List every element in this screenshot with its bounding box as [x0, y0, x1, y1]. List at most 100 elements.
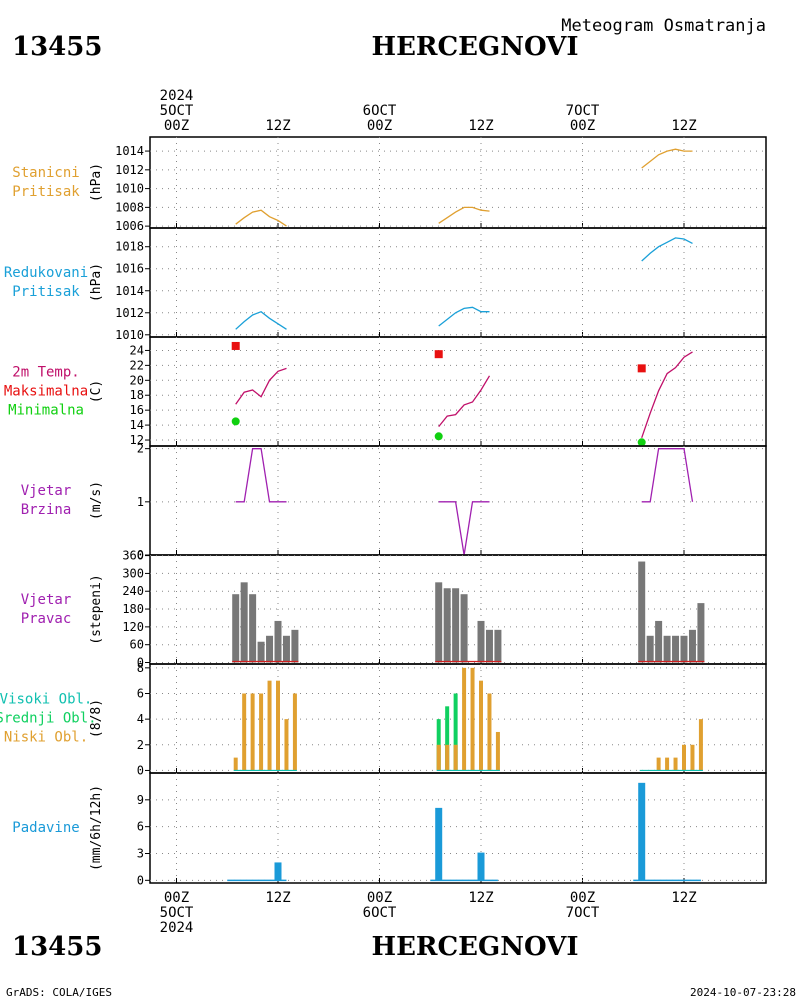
cloud-low-bar — [292, 693, 297, 771]
wind-dir-bar — [452, 588, 460, 663]
panel-label: Padavine — [12, 820, 79, 836]
cloud-low-bar — [698, 719, 703, 771]
y-tick-label: 360 — [122, 549, 144, 563]
y-tick-label: 1010 — [115, 182, 144, 196]
cloud-low-bar — [436, 744, 441, 771]
cloud-low-bar — [233, 757, 238, 771]
y-axis-label: (hPa) — [89, 163, 104, 202]
y-tick-label: 1012 — [115, 306, 144, 320]
panel-label: Visoki Obl. — [0, 692, 92, 708]
series-line — [235, 310, 287, 330]
cloud-low-bar — [242, 693, 247, 771]
y-tick-label: 0 — [137, 548, 144, 562]
y-tick-label: 9 — [137, 793, 144, 807]
cloud-low-bar — [495, 731, 500, 771]
wind-dir-bar — [232, 594, 240, 663]
wind-dir-bar — [460, 594, 468, 663]
cloud-low-bar — [453, 744, 458, 771]
y-tick-label: 8 — [137, 661, 144, 675]
panel-reduced_pressure: 1010 1012 1014 1016 1018 (hPa)Redukovani Priti… — [4, 227, 767, 342]
panel-clouds: 0 2 4 6 8 (8/8)Visoki Obl. Srednji Obl. Niski O… — [0, 661, 767, 777]
panels: 1006 1008 1010 1012 1014 (hPa) Stanicni Pritisa… — [0, 136, 767, 887]
wind-dir-bar — [249, 594, 257, 663]
series-line — [438, 375, 491, 428]
station-name-bottom: HERCEGNOVI — [372, 932, 579, 962]
series-line — [438, 306, 490, 327]
panel-label: 2m Temp. — [12, 365, 79, 381]
panel-label: Minimalna — [8, 403, 84, 419]
y-tick-label: 6 — [137, 686, 144, 700]
panel-label: Stanicni — [12, 165, 79, 181]
cloud-low-bar — [445, 744, 450, 771]
series-line — [641, 148, 693, 169]
top-time-label: 00Z — [367, 118, 392, 134]
y-tick-label: 1012 — [115, 163, 144, 177]
top-time-label: 7OCT — [566, 103, 600, 119]
bottom-time-label: 00Z — [570, 890, 595, 906]
panel-label: Redukovani — [4, 265, 88, 281]
y-tick-label: 12 — [130, 433, 144, 447]
panel-label: Vjetar — [21, 592, 72, 608]
wind-dir-bar — [435, 582, 443, 663]
y-tick-label: 240 — [122, 584, 144, 598]
y-tick-label: 1006 — [115, 219, 144, 233]
y-tick-label: 22 — [130, 358, 144, 372]
panel-wind_speed: 0 1 2 (m/s) Vjetar Brzina — [21, 442, 767, 562]
bottom-time-label: 12Z — [671, 890, 696, 906]
top-time-label: 5OCT — [160, 103, 194, 119]
series-line — [235, 448, 287, 503]
footer-right: 2024-10-07-23:28 — [690, 986, 796, 999]
y-tick-label: 1008 — [115, 200, 144, 214]
panel-station_pressure: 1006 1008 1010 1012 1014 (hPa) Stanicni Pritisa… — [12, 136, 767, 233]
y-axis-label: (m/s) — [89, 481, 104, 520]
station-id-bottom: 13455 — [12, 932, 102, 962]
panel-frame — [149, 772, 767, 884]
bottom-time-label: 2024 — [160, 920, 194, 936]
wind-dir-bar — [291, 629, 299, 663]
cloud-low-bar — [673, 757, 678, 771]
y-tick-label: 14 — [130, 418, 144, 432]
y-tick-label: 1014 — [115, 144, 144, 158]
wind-dir-bar — [443, 588, 451, 663]
cloud-low-bar — [284, 719, 289, 771]
panel-label: Pritisak — [12, 184, 80, 200]
top-time-label: 2024 — [160, 88, 194, 104]
cloud-low-bar — [259, 693, 264, 771]
wind-dir-bar — [282, 635, 290, 663]
cloud-low-bar — [267, 680, 272, 771]
wind-dir-bar — [477, 620, 485, 663]
y-axis-label: (mm/6h/12h) — [89, 785, 104, 871]
y-axis-label: (8/8) — [89, 699, 104, 738]
series-line — [438, 206, 490, 224]
station-id-top: 13455 — [12, 32, 102, 62]
top-time-label: 12Z — [671, 118, 696, 134]
panel-label: Niski Obl. — [4, 730, 88, 746]
series-line — [438, 501, 490, 556]
wind-dir-bar — [688, 629, 696, 663]
precip-bar — [435, 807, 443, 881]
panel-label: Pritisak — [12, 284, 80, 300]
series-line — [641, 351, 693, 439]
wind-dir-bar — [274, 620, 282, 663]
cloud-low-bar — [656, 757, 661, 771]
y-tick-label: 120 — [122, 620, 144, 634]
top-time-label: 00Z — [570, 118, 595, 134]
min-temp-marker — [434, 432, 443, 441]
precip-bar — [477, 852, 485, 881]
cloud-low-bar — [276, 680, 280, 771]
wind-dir-bar — [240, 582, 248, 663]
panel-frame — [149, 227, 767, 338]
cloud-low-bar — [462, 667, 467, 771]
panel-label: Pravac — [21, 611, 72, 627]
cloud-low-bar — [682, 744, 686, 771]
y-tick-label: 0 — [137, 763, 144, 777]
top-time-label: 00Z — [164, 118, 189, 134]
y-tick-label: 1014 — [115, 284, 144, 298]
top-time-label: 12Z — [468, 118, 493, 134]
cloud-low-bar — [479, 680, 483, 771]
panel-precip: 0 3 6 9 (mm/6h/12h) Padavine — [12, 772, 767, 887]
